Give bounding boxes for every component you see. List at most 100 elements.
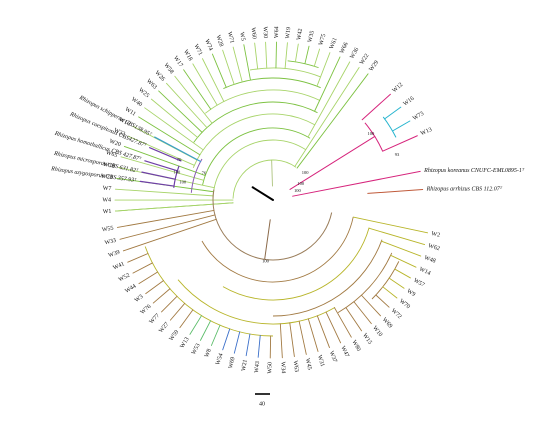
bootstrap-label: 100: [173, 169, 181, 174]
tip-label: W54: [215, 353, 224, 366]
tip-branch: [265, 41, 268, 69]
tip-label: W73: [412, 111, 425, 122]
tip-branch: [120, 156, 205, 181]
tip-label: W77: [149, 313, 161, 326]
tip-branch: [116, 209, 215, 228]
tip-branch: [123, 145, 206, 177]
tip-label: W66: [339, 42, 349, 55]
tip-branch: [169, 302, 186, 321]
tip-branch: [289, 322, 295, 357]
brown-root-arc: [212, 189, 333, 261]
tip-label: W32: [113, 128, 126, 138]
brown-clade-arc: [222, 227, 370, 301]
tip-label: W5: [238, 32, 245, 42]
tip-branch: [279, 323, 283, 359]
tip-branch: [353, 301, 372, 325]
tip-branch: [345, 307, 363, 332]
tip-branch: [334, 307, 352, 338]
tip-label: W75: [318, 33, 327, 46]
tip-label: W26: [153, 70, 165, 83]
tip-branch: [375, 294, 390, 308]
tip-branch: [316, 52, 331, 87]
tip-label: W38: [102, 162, 115, 170]
tip-branch: [179, 309, 194, 329]
tip-branch: [294, 67, 360, 167]
tip-branch: [222, 49, 235, 85]
bootstrap-label: 100: [262, 259, 270, 264]
tip-branch: [183, 69, 212, 110]
tip-label: W20: [108, 139, 121, 149]
tip-branch: [145, 280, 164, 295]
tip-label: W21: [241, 359, 249, 372]
tip-branch: [294, 43, 299, 63]
bootstrap-label: 93: [395, 152, 400, 157]
tip-label: W43: [254, 361, 261, 373]
tip-label: W39: [108, 250, 121, 259]
tip-label: W57: [412, 278, 425, 289]
green-clade-arc: [249, 67, 321, 78]
tip-branch: [189, 315, 202, 335]
tip-branch: [388, 277, 405, 289]
tip-label: W53: [191, 343, 202, 356]
tip-label: W19: [285, 27, 292, 39]
tip-label: W18: [182, 49, 193, 62]
tip-branch: [222, 328, 231, 351]
tip-branch: [245, 333, 251, 357]
tip-branch: [127, 135, 195, 166]
tip-branch: [114, 202, 234, 212]
tip-branch: [384, 106, 402, 120]
tip-branch: [152, 288, 171, 304]
tip-branch: [232, 46, 243, 83]
tip-branch: [368, 227, 426, 246]
tip-label: W1: [103, 209, 112, 216]
tip-branch: [307, 318, 319, 352]
tip-branch: [313, 48, 321, 67]
tip-label: W10: [371, 325, 383, 338]
tip-label: W34: [279, 362, 286, 374]
tip-branch: [150, 98, 199, 138]
tip-branch: [325, 311, 342, 344]
tip-label: W58: [162, 62, 174, 75]
pink-stem-branch: [289, 135, 376, 190]
tip-branch: [304, 45, 310, 65]
tip-branch: [174, 75, 213, 124]
tip-branch: [382, 286, 398, 299]
tip-label: W42: [296, 28, 304, 40]
brown-clade-arc: [144, 246, 274, 337]
tip-branch: [149, 147, 182, 162]
tip-branch: [243, 44, 251, 81]
tip-label: W72: [390, 308, 403, 320]
tip-label: W3: [134, 294, 145, 304]
backbone-branch: [271, 159, 274, 187]
tip-label: W47: [339, 345, 349, 358]
tip-label: W41: [112, 261, 125, 271]
tip-label: W7: [102, 186, 111, 193]
tip-label: W74: [203, 39, 213, 52]
arrhizus-branch: [367, 189, 424, 194]
tip-label: W60: [249, 27, 256, 39]
bootstrap-label: 76: [177, 157, 182, 162]
tip-branch: [296, 73, 369, 169]
tip-label: W63: [292, 360, 300, 372]
tip-label: W13: [420, 127, 433, 137]
bootstrap-label: 76: [202, 171, 207, 176]
tip-branch: [202, 58, 225, 103]
tip-branch: [275, 41, 277, 69]
tip-branch: [122, 218, 217, 252]
tip-branch: [381, 240, 422, 257]
tip-label: W44: [124, 283, 137, 294]
tip-label: W30: [261, 26, 268, 38]
tip-branch: [138, 271, 159, 285]
tip-branch: [154, 136, 202, 163]
tip-label: W8: [204, 348, 213, 358]
tip-label: W52: [118, 273, 131, 284]
scale-bar-label: 40: [259, 401, 265, 407]
tip-branch: [141, 171, 176, 180]
tip-branch: [254, 42, 259, 70]
bootstrap-label: 100: [297, 181, 305, 186]
tip-label: W36: [349, 47, 360, 60]
tip-label: W50: [267, 362, 273, 374]
tip-label: W76: [140, 304, 153, 316]
green-clade-arc: [202, 127, 311, 186]
tip-branch: [211, 53, 227, 88]
